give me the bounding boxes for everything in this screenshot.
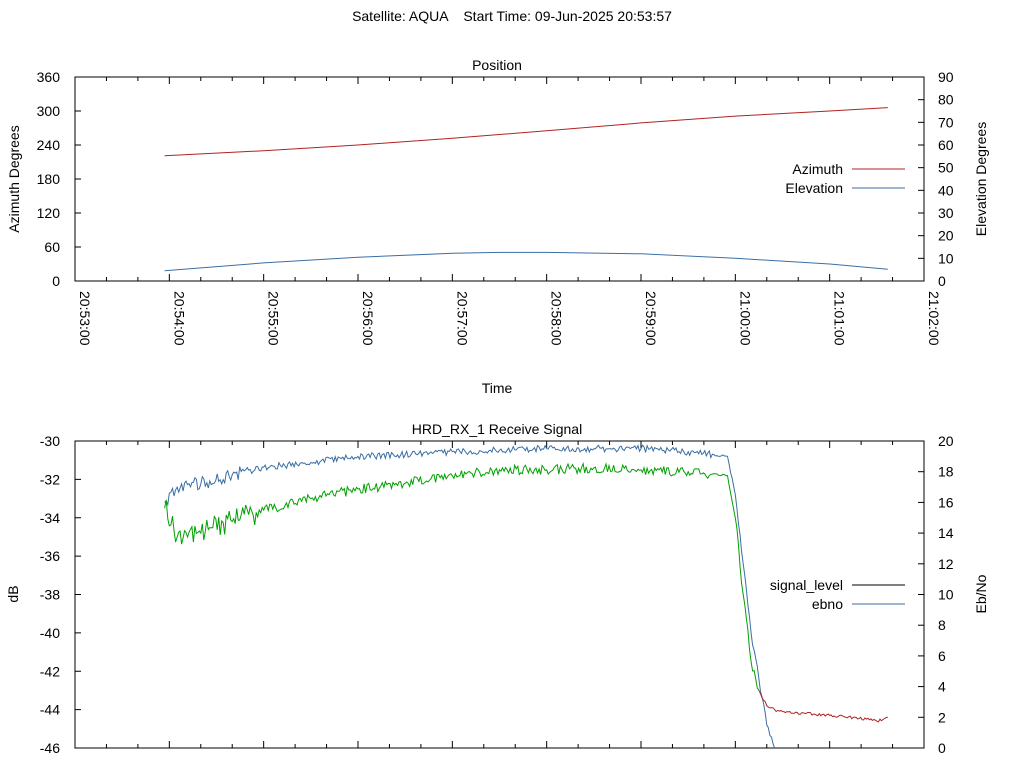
- ebno-ticks: 0 2 4 6 8 10 12 14 16 18 20: [918, 433, 954, 756]
- y2-tick-label: 12: [938, 556, 954, 572]
- y2-tick-label: 60: [938, 137, 954, 153]
- y2-tick-label: 4: [938, 679, 946, 695]
- y2-tick-label: 70: [938, 114, 954, 130]
- y2-tick-label: 0: [938, 273, 946, 289]
- elevation-ticks: 0 10 20 30 40 50 60 70 80 90: [918, 69, 954, 289]
- y2-tick-label: 80: [938, 92, 954, 108]
- series-signal_level_good: [164, 461, 760, 691]
- x-tick-label: 20:55:00: [266, 291, 282, 346]
- y2-tick-label: 16: [938, 494, 954, 510]
- y2-tick-label: 20: [938, 433, 954, 449]
- y-tick-label: -36: [40, 548, 60, 564]
- y-tick-label: -46: [40, 740, 60, 756]
- azimuth-ticks: 0 60 120 180 240 300 360: [37, 69, 81, 289]
- elevation-axis-label: Elevation Degrees: [973, 122, 989, 236]
- y-tick-label: 300: [37, 103, 61, 119]
- y-tick-label: -30: [40, 433, 60, 449]
- position-legend: Azimuth Elevation: [785, 161, 905, 196]
- legend-label-signal-level: signal_level: [770, 577, 843, 593]
- azimuth-axis-label: Azimuth Degrees: [6, 125, 22, 232]
- x-tick-label: 20:58:00: [549, 291, 565, 346]
- position-chart-title: Position: [472, 57, 522, 73]
- y2-tick-label: 0: [938, 740, 946, 756]
- x-tick-label: 20:54:00: [171, 291, 187, 346]
- x-tick-label: 20:57:00: [454, 291, 470, 346]
- db-axis-label: dB: [5, 585, 21, 602]
- y-tick-label: -32: [40, 471, 60, 487]
- series-ebno: [164, 444, 776, 749]
- y2-tick-label: 2: [938, 709, 946, 725]
- position-chart: Position Azimuth Degrees Elevation Degre…: [6, 57, 989, 396]
- y2-tick-label: 6: [938, 648, 946, 664]
- y-tick-label: -42: [40, 663, 60, 679]
- x-tick-label: 21:01:00: [832, 291, 848, 346]
- x-tick-label: 20:56:00: [360, 291, 376, 346]
- x-tick-label: 21:00:00: [737, 291, 753, 346]
- page-title: Satellite: AQUA Start Time: 09-Jun-2025 …: [352, 8, 672, 24]
- series-Azimuth: [164, 107, 888, 157]
- ebno-axis-label: Eb/No: [973, 574, 989, 613]
- y2-tick-label: 30: [938, 205, 954, 221]
- y-tick-label: 240: [37, 137, 61, 153]
- signal-plot-border: [74, 440, 925, 749]
- y2-tick-label: 10: [938, 587, 954, 603]
- y-tick-label: 180: [37, 171, 61, 187]
- legend-label-azimuth: Azimuth: [792, 161, 843, 177]
- legend-label-ebno: ebno: [812, 596, 843, 612]
- y-tick-label: -38: [40, 587, 60, 603]
- legend-label-elevation: Elevation: [785, 180, 843, 196]
- y-tick-label: -34: [40, 510, 60, 526]
- series-signal_level_low: [758, 690, 888, 723]
- signal-time-ticks: [74, 441, 925, 748]
- y-tick-label: 360: [37, 69, 61, 85]
- y2-tick-label: 10: [938, 250, 954, 266]
- y2-tick-label: 40: [938, 182, 954, 198]
- y2-tick-label: 8: [938, 617, 946, 633]
- y2-tick-label: 20: [938, 228, 954, 244]
- y2-tick-label: 50: [938, 160, 954, 176]
- signal-series: [164, 444, 888, 749]
- db-ticks: -46 -44 -42 -40 -38 -36 -34 -32 -30: [40, 433, 81, 756]
- y2-tick-label: 14: [938, 525, 954, 541]
- x-tick-label: 20:53:00: [77, 291, 93, 346]
- time-axis-label: Time: [482, 380, 513, 396]
- signal-chart: HRD_RX_1 Receive Signal dB Eb/No -46-44-…: [5, 421, 989, 756]
- y2-tick-label: 90: [938, 69, 954, 85]
- signal-chart-title: HRD_RX_1 Receive Signal: [412, 421, 582, 437]
- position-series: [164, 107, 888, 272]
- y-tick-label: -40: [40, 625, 60, 641]
- y2-tick-label: 18: [938, 464, 954, 480]
- y-tick-label: 0: [52, 273, 60, 289]
- signal-legend: signal_level ebno: [770, 577, 905, 612]
- x-tick-label: 21:02:00: [926, 291, 942, 346]
- y-tick-label: 120: [37, 205, 61, 221]
- y-tick-label: -44: [40, 702, 60, 718]
- time-ticks: 20:53:00 20:54:00 20:55:00 20:56:00 20:57:00…: [74, 77, 942, 346]
- position-plot-border: [74, 76, 925, 282]
- series-Elevation: [164, 251, 888, 272]
- y-tick-label: 60: [44, 239, 60, 255]
- x-tick-label: 20:59:00: [643, 291, 659, 346]
